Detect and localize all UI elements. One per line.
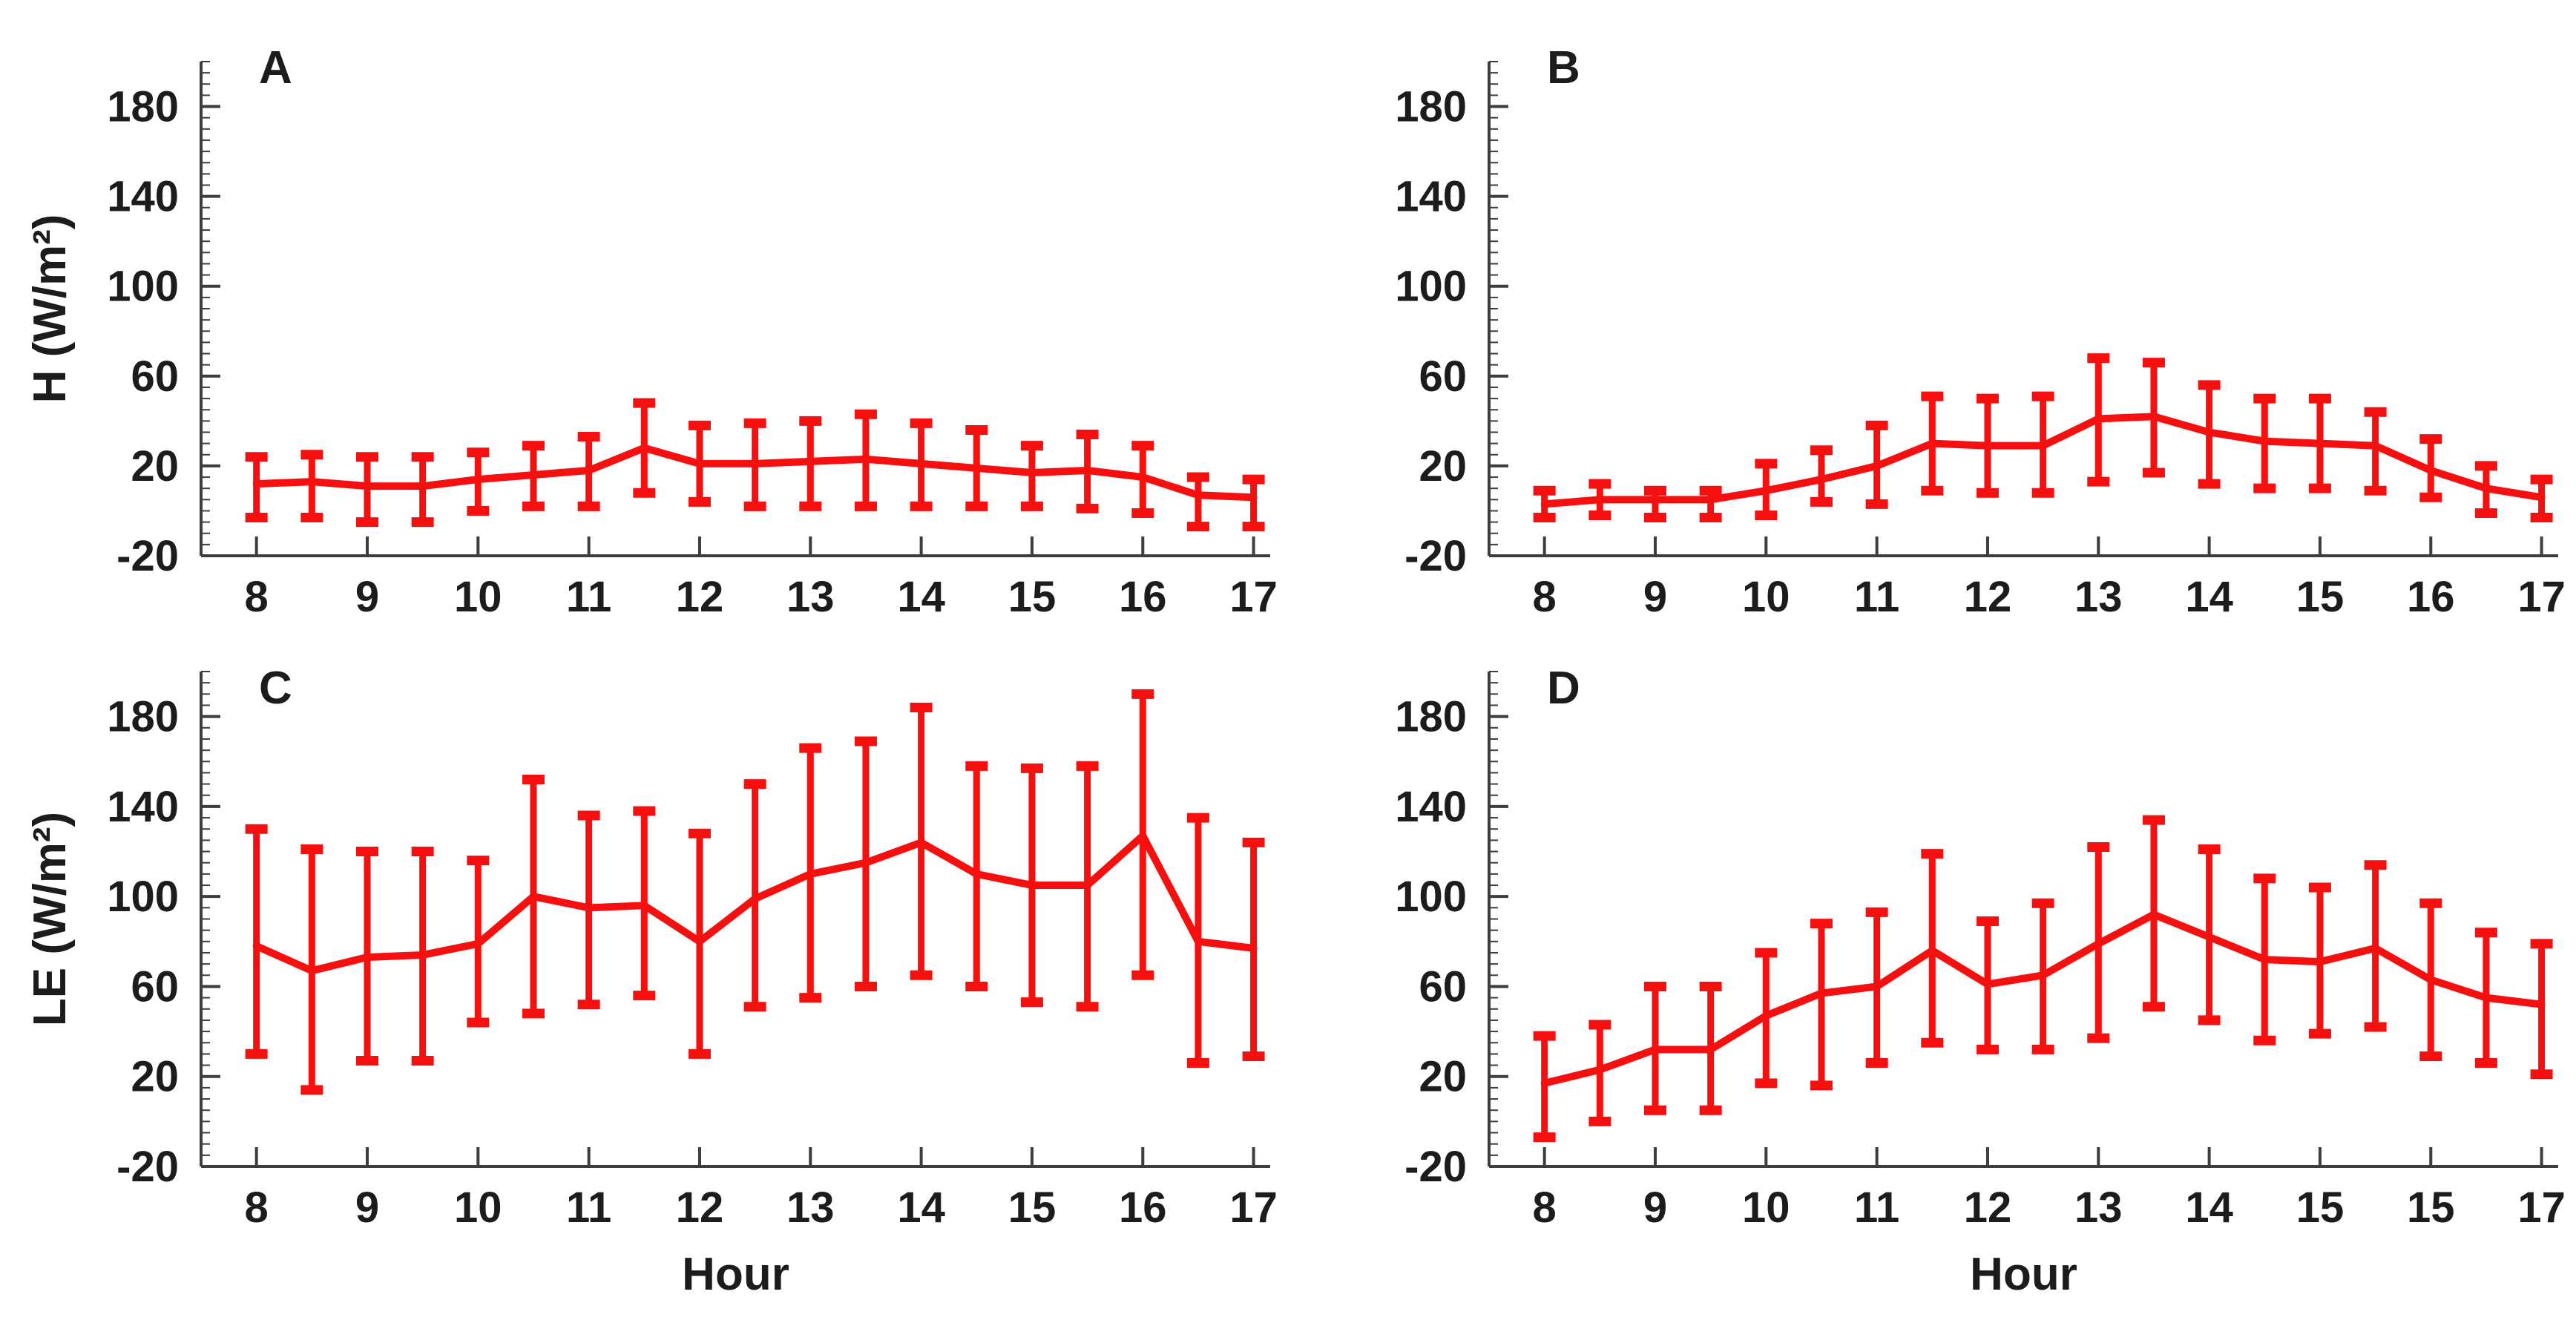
- y-tick-label: -20: [116, 1143, 179, 1191]
- y-tick-label: 180: [1395, 83, 1467, 131]
- x-tick-label: 14: [897, 1184, 945, 1232]
- y-tick-label: -20: [1404, 532, 1467, 580]
- x-tick-label: 13: [2074, 573, 2123, 621]
- y-tick-label: 20: [131, 442, 179, 490]
- x-tick-label: 11: [1854, 1184, 1899, 1232]
- y-tick-label: -20: [1404, 1143, 1467, 1191]
- mean-line: [1540, 910, 2546, 1087]
- x-tick-label: 11: [566, 1184, 611, 1232]
- x-axis-title: Hour: [1970, 1249, 2077, 1300]
- y-tick-label: -20: [116, 532, 179, 580]
- x-tick-label: 10: [1742, 573, 1790, 621]
- y-tick-label: 60: [131, 962, 179, 1011]
- panel-a-chart: -20 20 60 100 140 180 8 9 10 11 12 13 14 15 16 17 A H (W/…: [0, 0, 1288, 663]
- x-tick-label: 15: [2296, 1184, 2345, 1232]
- x-tick-label: 9: [1643, 1184, 1667, 1232]
- x-tick-label: 10: [454, 1184, 502, 1232]
- y-tick-label: 180: [1395, 693, 1467, 741]
- x-tick-label: 17: [1229, 1184, 1278, 1232]
- x-tick-label: 15: [1008, 1184, 1057, 1232]
- x-tick-label: 13: [786, 573, 835, 621]
- x-tick-label: 8: [245, 1184, 269, 1232]
- y-tick-label: 140: [107, 173, 179, 221]
- y-tick-label: 60: [1419, 352, 1467, 401]
- y-tick-label: 140: [1395, 783, 1467, 831]
- y-tick-label: 180: [107, 693, 179, 741]
- x-tick-label: 12: [1964, 573, 2012, 621]
- panel-letter: D: [1547, 663, 1580, 714]
- x-tick-label: 14: [2185, 1184, 2233, 1232]
- y-tick-label: 60: [1419, 962, 1467, 1011]
- x-tick-label: 15: [2407, 1184, 2455, 1232]
- x-tick-label: 8: [245, 573, 269, 621]
- x-tick-label: 12: [676, 1184, 724, 1232]
- x-tick-label: 14: [2185, 573, 2233, 621]
- x-tick-label: 9: [1643, 573, 1667, 621]
- x-tick-label: 14: [897, 573, 945, 621]
- panel-b-chart: -20 20 60 100 140 180 8 9 10 11 12 13 14 15 16 17 B: [1288, 0, 2576, 663]
- panel-letter: B: [1547, 42, 1580, 93]
- y-tick-label: 100: [107, 263, 179, 311]
- x-tick-label: 15: [2296, 573, 2345, 621]
- x-tick-label: 8: [1533, 1184, 1557, 1232]
- x-tick-label: 16: [1119, 1184, 1167, 1232]
- y-axis-title: LE (W/m²): [24, 812, 76, 1026]
- x-tick-label: 10: [454, 573, 502, 621]
- mean-line: [1540, 413, 2546, 508]
- x-tick-label: 8: [1533, 573, 1557, 621]
- panel-d-chart: -20 20 60 100 140 180 8 9 10 11 12 13 14 15 15 17 D Hour: [1288, 663, 2576, 1326]
- y-tick-label: 180: [107, 83, 179, 131]
- x-tick-label: 10: [1742, 1184, 1790, 1232]
- x-tick-label: 11: [566, 573, 611, 621]
- y-axis-title: H (W/m²): [24, 214, 76, 404]
- x-axis-title: Hour: [682, 1249, 789, 1300]
- y-tick-label: 140: [107, 783, 179, 831]
- chart-svg-A: -20 20 60 100 140 180 8 9 10 11 12 13 14 15 16 17 A H (W/…: [24, 42, 1278, 621]
- x-tick-label: 9: [355, 573, 379, 621]
- panel-c-chart: -20 20 60 100 140 180 8 9 10 11 12 13 14 15 16 17 C LE (W…: [0, 663, 1288, 1326]
- y-tick-label: 60: [131, 352, 179, 401]
- y-tick-label: 100: [1395, 263, 1467, 311]
- x-tick-label: 13: [2074, 1184, 2123, 1232]
- chart-svg-C: -20 20 60 100 140 180 8 9 10 11 12 13 14 15 16 17 C LE (W…: [24, 663, 1278, 1300]
- x-tick-label: 17: [2517, 1184, 2566, 1232]
- mean-line: [252, 444, 1258, 502]
- x-tick-label: 12: [1964, 1184, 2012, 1232]
- y-tick-label: 140: [1395, 173, 1467, 221]
- x-tick-label: 16: [2407, 573, 2455, 621]
- x-tick-label: 11: [1854, 573, 1899, 621]
- y-tick-label: 20: [131, 1053, 179, 1101]
- chart-svg-B: -20 20 60 100 140 180 8 9 10 11 12 13 14 15 16 17 B: [1395, 42, 2566, 621]
- panel-letter: C: [259, 663, 292, 714]
- y-tick-label: 20: [1419, 442, 1467, 490]
- y-tick-label: 100: [1395, 873, 1467, 921]
- x-tick-label: 17: [2517, 573, 2566, 621]
- x-tick-label: 15: [1008, 573, 1057, 621]
- x-tick-label: 9: [355, 1184, 379, 1232]
- x-tick-label: 17: [1229, 573, 1278, 621]
- y-tick-label: 20: [1419, 1053, 1467, 1101]
- x-tick-label: 12: [676, 573, 724, 621]
- x-tick-label: 13: [786, 1184, 835, 1232]
- y-tick-label: 100: [107, 873, 179, 921]
- mean-line: [252, 832, 1258, 975]
- chart-svg-D: -20 20 60 100 140 180 8 9 10 11 12 13 14 15 15 17 D Hour: [1395, 663, 2566, 1300]
- panel-letter: A: [259, 42, 292, 93]
- x-tick-label: 16: [1119, 573, 1167, 621]
